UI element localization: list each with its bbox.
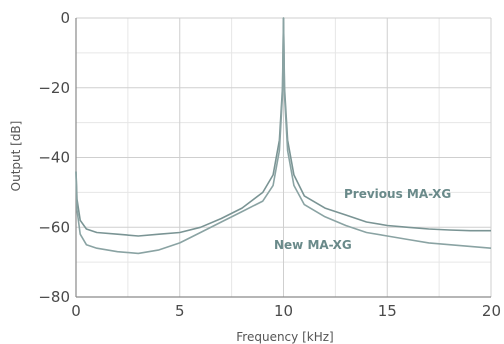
x-tick-label: 5 (175, 302, 185, 320)
series-layer (75, 17, 492, 255)
grid-lines (75, 17, 492, 298)
x-axis-label: Frequency [kHz] (236, 330, 333, 344)
tick-labels: 0−20−40−60−800 5 10 15 20 (38, 9, 501, 320)
y-tick-label: −60 (38, 218, 70, 236)
y-tick-label: 0 (60, 9, 70, 27)
annotation-previous-ma-xg: Previous MA-XG (344, 187, 451, 201)
y-axis-label: Output [dB] (9, 121, 23, 192)
series-line-new-ma-xg (75, 17, 492, 255)
y-tick-label: −20 (38, 79, 70, 97)
annotation-new-ma-xg: New MA-XG (274, 238, 352, 252)
x-tick-label: 20 (482, 302, 501, 320)
x-tick-label: 15 (378, 302, 397, 320)
y-tick-label: −80 (38, 288, 70, 306)
x-tick-label: 0 (71, 302, 81, 320)
x-tick-label: 10 (274, 302, 293, 320)
y-tick-label: −40 (38, 149, 70, 167)
